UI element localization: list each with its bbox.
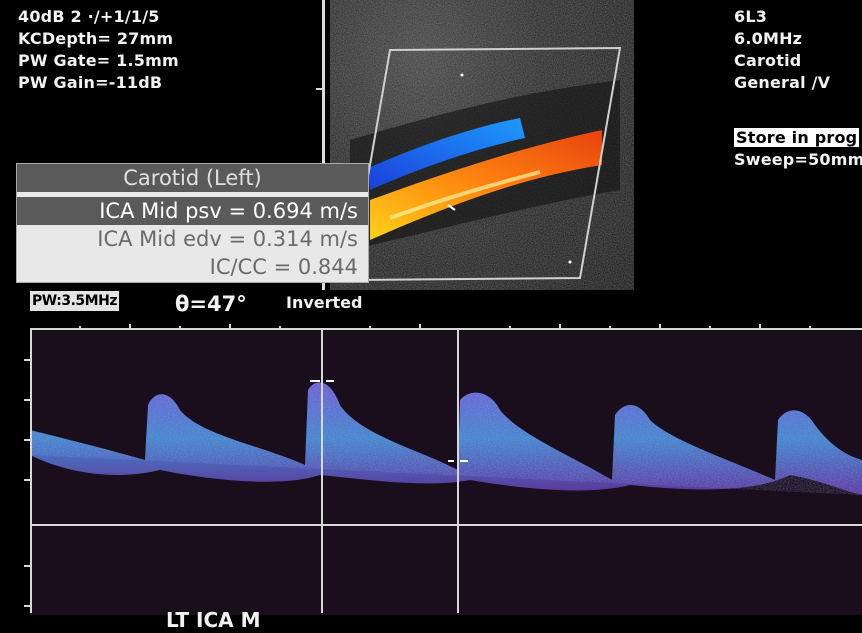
spectral-ticks [0, 318, 862, 618]
inverted-indicator: Inverted [286, 292, 362, 314]
pw-frequency-label: PW:3.5MHz [30, 291, 119, 311]
sweep-speed: Sweep=50mm [734, 149, 862, 171]
color-doppler-svg [330, 0, 634, 290]
probe-frequency: 6.0MHz [734, 28, 830, 50]
probe-name: 6L3 [734, 6, 830, 28]
depth-tick [316, 88, 324, 90]
gain-line: 40dB 2 ·/+1/1/5 [18, 6, 179, 28]
pw-gain-line: PW Gain=-11dB [18, 72, 179, 94]
measurement-title: Carotid (Left) [17, 164, 368, 192]
imaging-mode: General /V [734, 72, 830, 94]
acquisition-parameters: 40dB 2 ·/+1/1/5 KCDepth= 27mm PW Gate= 1… [18, 6, 179, 94]
pw-gate-line: PW Gate= 1.5mm [18, 50, 179, 72]
store-in-progress: Store in prog [734, 128, 859, 147]
color-doppler-image [330, 0, 634, 290]
speckle-dot [461, 74, 464, 77]
store-status: Store in prog Sweep=50mm [734, 127, 862, 171]
measurement-psv[interactable]: ICA Mid psv = 0.694 m/s [17, 197, 368, 225]
probe-info: 6L3 6.0MHz Carotid General /V [734, 6, 830, 94]
measurement-ratio[interactable]: IC/CC = 0.844 [210, 253, 358, 281]
angle-correction: θ=47° [175, 290, 247, 318]
exam-preset: Carotid [734, 50, 830, 72]
vessel-label: LT ICA M [166, 608, 261, 633]
speckle-dot [569, 261, 572, 264]
measurement-edv[interactable]: ICA Mid edv = 0.314 m/s [97, 225, 358, 253]
depth-line: KCDepth= 27mm [18, 28, 179, 50]
measurement-panel: Carotid (Left) > ICA Mid psv = 0.694 m/s… [16, 163, 369, 283]
